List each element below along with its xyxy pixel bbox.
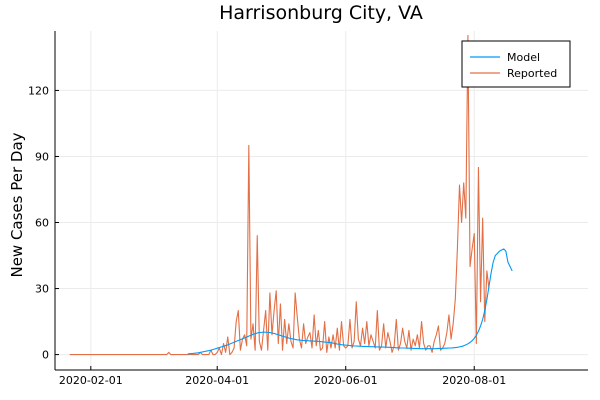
chart-title: Harrisonburg City, VA bbox=[219, 2, 423, 24]
y-tick-label: 120 bbox=[28, 84, 49, 97]
legend-reported-label: Reported bbox=[507, 67, 557, 80]
x-tick-label: 2020-06-01 bbox=[314, 374, 378, 387]
x-tick-label: 2020-02-01 bbox=[59, 374, 123, 387]
y-axis-label: New Cases Per Day bbox=[8, 132, 26, 277]
tick-layer: 2020-02-01 2020-04-01 2020-06-01 2020-08-01… bbox=[28, 84, 506, 387]
series-reported-line bbox=[69, 34, 490, 356]
y-tick-label: 30 bbox=[35, 283, 49, 296]
series-model-line bbox=[187, 248, 513, 355]
x-tick-label: 2020-04-01 bbox=[185, 374, 249, 387]
legend-model-label: Model bbox=[507, 51, 540, 64]
legend-box bbox=[461, 40, 571, 88]
series-layer bbox=[69, 34, 513, 356]
legend: Model Reported bbox=[461, 40, 571, 88]
y-tick-label: 90 bbox=[35, 150, 49, 163]
y-tick-label: 60 bbox=[35, 217, 49, 230]
y-tick-label: 0 bbox=[42, 349, 49, 362]
x-tick-label: 2020-08-01 bbox=[442, 374, 506, 387]
